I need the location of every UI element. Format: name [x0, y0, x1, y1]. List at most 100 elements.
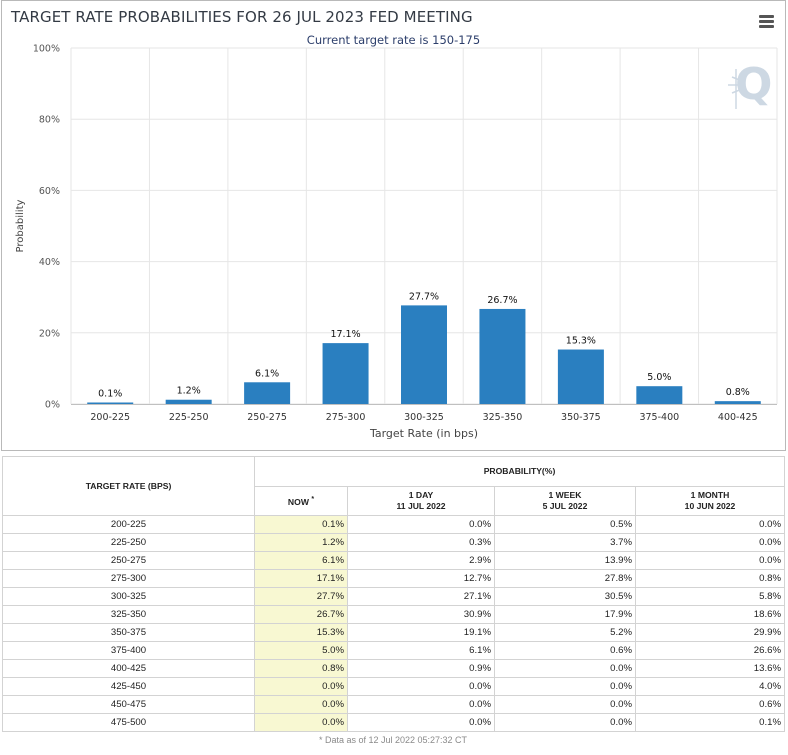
- quikstrike-logo-icon: Q: [724, 59, 772, 113]
- y-tick-label: 100%: [33, 44, 60, 55]
- hamburger-menu-icon[interactable]: [759, 15, 774, 28]
- data-label: 15.3%: [566, 336, 596, 347]
- x-tick-label: 375-400: [639, 412, 679, 423]
- header-target-rate: TARGET RATE (BPS): [2, 456, 255, 516]
- cell-1day: 27.1%: [347, 587, 495, 606]
- bar: [714, 401, 761, 404]
- cell-1month: 26.6%: [635, 641, 785, 660]
- cell-1month: 0.0%: [635, 533, 785, 552]
- cell-1month: 4.0%: [635, 677, 785, 696]
- y-tick-label: 60%: [39, 186, 60, 197]
- probability-table-wrap: TARGET RATE (BPS) PROBABILITY(%) NOW * 1…: [2, 456, 785, 745]
- header-1month-date: 10 JUN 2022: [684, 501, 736, 511]
- cell-1week: 0.0%: [494, 659, 636, 678]
- cell-rate: 300-325: [2, 587, 255, 606]
- y-tick-label: 40%: [39, 257, 60, 268]
- x-tick-label: 350-375: [561, 412, 601, 423]
- cell-rate: 225-250: [2, 533, 255, 552]
- bar: [557, 349, 604, 404]
- cell-1month: 0.6%: [635, 695, 785, 714]
- x-tick-label: 200-225: [90, 412, 130, 423]
- bar: [479, 308, 526, 404]
- table-row: 225-250 1.2% 0.3% 3.7% 0.0%: [2, 533, 785, 552]
- cell-now: 0.0%: [254, 713, 348, 732]
- y-tick-label: 20%: [39, 328, 60, 339]
- cell-rate: 450-475: [2, 695, 255, 714]
- table-row: 350-375 15.3% 19.1% 5.2% 29.9%: [2, 623, 785, 642]
- table-row: 375-400 5.0% 6.1% 0.6% 26.6%: [2, 641, 785, 660]
- cell-1day: 19.1%: [347, 623, 495, 642]
- cell-rate: 200-225: [2, 515, 255, 534]
- table-row: 325-350 26.7% 30.9% 17.9% 18.6%: [2, 605, 785, 624]
- y-tick-label: 80%: [39, 115, 60, 126]
- table-row: 475-500 0.0% 0.0% 0.0% 0.1%: [2, 713, 785, 732]
- bar: [165, 399, 212, 404]
- header-1week-label: 1 WEEK: [548, 490, 582, 500]
- cell-1week: 0.5%: [494, 515, 636, 534]
- header-1month-label: 1 MONTH: [690, 490, 730, 500]
- table-row: 450-475 0.0% 0.0% 0.0% 0.6%: [2, 695, 785, 714]
- cell-1week: 30.5%: [494, 587, 636, 606]
- cell-now: 17.1%: [254, 569, 348, 588]
- cell-1day: 0.3%: [347, 533, 495, 552]
- x-tick-label: 300-325: [404, 412, 444, 423]
- data-label: 17.1%: [330, 329, 360, 340]
- header-1week-date: 5 JUL 2022: [542, 501, 588, 511]
- data-label: 26.7%: [487, 295, 517, 306]
- cell-now: 26.7%: [254, 605, 348, 624]
- cell-1day: 0.0%: [347, 677, 495, 696]
- data-label: 0.1%: [98, 389, 122, 400]
- cell-1week: 3.7%: [494, 533, 636, 552]
- data-label: 6.1%: [255, 368, 279, 379]
- cell-1day: 30.9%: [347, 605, 495, 624]
- cell-now: 0.0%: [254, 677, 348, 696]
- cell-1week: 0.0%: [494, 677, 636, 696]
- cell-rate: 275-300: [2, 569, 255, 588]
- cell-1day: 0.0%: [347, 695, 495, 714]
- header-now-label: NOW: [287, 496, 309, 507]
- data-label: 27.7%: [409, 291, 439, 302]
- cell-now: 15.3%: [254, 623, 348, 642]
- table-row: 400-425 0.8% 0.9% 0.0% 13.6%: [2, 659, 785, 678]
- table-row: 200-225 0.1% 0.0% 0.5% 0.0%: [2, 515, 785, 534]
- cell-1month: 13.6%: [635, 659, 785, 678]
- header-1day-label: 1 DAY: [408, 490, 434, 500]
- cell-1month: 0.0%: [635, 551, 785, 570]
- chart-panel: 0% 20% 40% 60% 80% 100% 0.1% 200-225 1.2% 225-250…: [1, 0, 786, 451]
- y-axis-title: Probability: [15, 199, 26, 252]
- cell-1week: 27.8%: [494, 569, 636, 588]
- table-row: 300-325 27.7% 27.1% 30.5% 5.8%: [2, 587, 785, 606]
- cell-1day: 6.1%: [347, 641, 495, 660]
- header-now-mark: *: [311, 496, 315, 504]
- bar-chart: 0% 20% 40% 60% 80% 100% 0.1% 200-225 1.2% 225-250…: [15, 44, 778, 440]
- header-1day-date: 11 JUL 2022: [396, 501, 446, 511]
- cell-1month: 0.0%: [635, 515, 785, 534]
- cell-now: 27.7%: [254, 587, 348, 606]
- cell-rate: 375-400: [2, 641, 255, 660]
- cell-1day: 0.0%: [347, 713, 495, 732]
- cell-rate: 350-375: [2, 623, 255, 642]
- cell-1day: 2.9%: [347, 551, 495, 570]
- cell-rate: 475-500: [2, 713, 255, 732]
- header-1day: 1 DAY 11 JUL 2022: [347, 486, 495, 516]
- cell-1month: 18.6%: [635, 605, 785, 624]
- x-tick-label: 400-425: [718, 412, 758, 423]
- chart-title: TARGET RATE PROBABILITIES FOR 26 JUL 202…: [11, 8, 473, 26]
- table-row: 275-300 17.1% 12.7% 27.8% 0.8%: [2, 569, 785, 588]
- header-1month: 1 MONTH 10 JUN 2022: [635, 486, 785, 516]
- cell-now: 0.8%: [254, 659, 348, 678]
- cell-1month: 0.1%: [635, 713, 785, 732]
- data-label: 1.2%: [177, 386, 201, 397]
- cell-1day: 0.0%: [347, 515, 495, 534]
- probability-table: TARGET RATE (BPS) PROBABILITY(%) NOW * 1…: [2, 456, 785, 732]
- cell-1day: 12.7%: [347, 569, 495, 588]
- cell-1week: 0.0%: [494, 695, 636, 714]
- data-label: 5.0%: [647, 372, 671, 383]
- bar: [401, 305, 447, 404]
- x-tick-label: 325-350: [483, 412, 523, 423]
- x-axis-title: Target Rate (in bps): [369, 427, 478, 440]
- cell-now: 0.0%: [254, 695, 348, 714]
- cell-1week: 13.9%: [494, 551, 636, 570]
- cell-1week: 17.9%: [494, 605, 636, 624]
- table-footnote: * Data as of 12 Jul 2022 05:27:32 CT: [318, 735, 468, 745]
